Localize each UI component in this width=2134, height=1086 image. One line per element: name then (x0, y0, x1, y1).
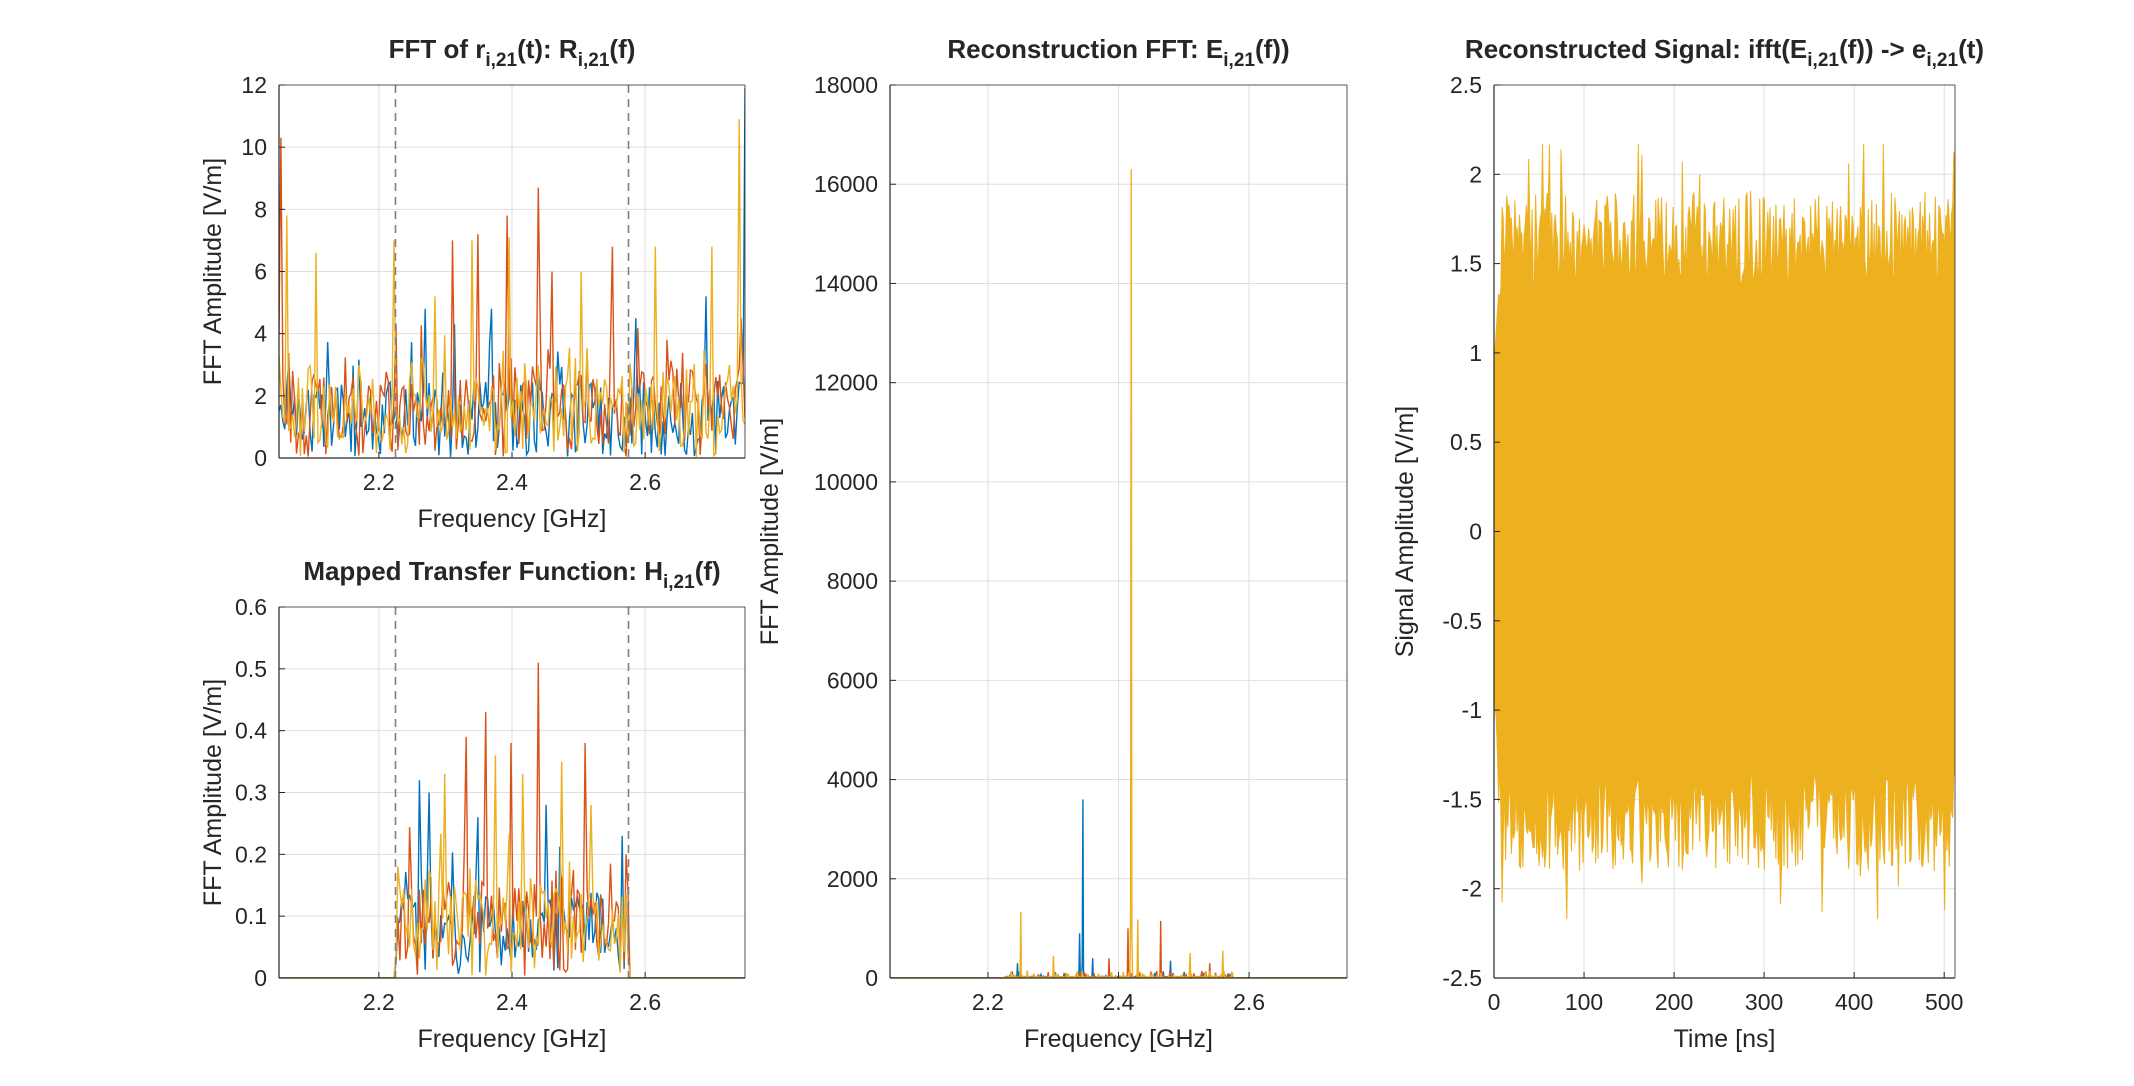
axes-title: Reconstructed Signal: ifft(Ei,21(f)) -> … (1465, 34, 1984, 71)
x-tick-label: 300 (1745, 989, 1783, 1015)
y-tick-label: 4 (254, 321, 267, 347)
series-line-1 (279, 780, 745, 978)
axes-reconstruction-fft: 2.2 2.4 2.6 0 2000 4000 6000 8000 10000 12000 1400… (756, 34, 1348, 1053)
x-axis-label: Frequency [GHz] (1024, 1025, 1213, 1053)
y-axis-label: FFT Amplitude [V/m] (199, 158, 227, 385)
x-tick-label: 2.2 (363, 469, 395, 495)
y-tick-label: 12 (241, 72, 267, 98)
y-tick-label: 0.4 (235, 718, 267, 744)
y-tick-label: 0.6 (235, 594, 267, 620)
y-tick-label: 10 (241, 134, 267, 160)
x-tick-label: 500 (1925, 989, 1963, 1015)
y-tick-label: -1.5 (1442, 786, 1482, 812)
x-axis-label: Frequency [GHz] (418, 1025, 607, 1053)
x-tick-label: 400 (1835, 989, 1873, 1015)
x-axis-label: Frequency [GHz] (418, 505, 607, 533)
y-tick-label: 0.3 (235, 780, 267, 806)
y-axis-label: Signal Amplitude [V/m] (1391, 406, 1419, 658)
y-tick-label: 2.5 (1450, 72, 1482, 98)
x-tick-label: 2.2 (363, 989, 395, 1015)
y-tick-label: 2 (254, 383, 267, 409)
y-tick-label: 0.5 (1450, 429, 1482, 455)
series-line-2 (279, 662, 745, 978)
y-axis-label: FFT Amplitude [V/m] (756, 418, 784, 645)
y-tick-label: 8 (254, 196, 267, 222)
y-tick-label: -2.5 (1442, 965, 1482, 991)
y-tick-label: 2000 (827, 866, 878, 892)
y-tick-label: -2 (1462, 876, 1482, 902)
x-tick-label: 2.6 (1233, 989, 1265, 1015)
y-tick-label: 6000 (827, 667, 878, 693)
axes-title: Reconstruction FFT: Ei,21(f)) (947, 34, 1289, 71)
series-line-3 (279, 119, 745, 457)
axes-transfer-function: 2.2 2.4 2.6 0 0.1 0.2 0.3 0.4 0.5 0.6 Frequency [G… (199, 556, 746, 1053)
y-tick-label: 4000 (827, 767, 878, 793)
y-tick-label: 1.5 (1450, 251, 1482, 277)
y-axis-label: FFT Amplitude [V/m] (199, 679, 227, 906)
y-tick-label: 0 (254, 965, 267, 991)
y-tick-label: 8000 (827, 568, 878, 594)
x-tick-label: 200 (1655, 989, 1693, 1015)
x-tick-label: 2.6 (629, 469, 661, 495)
series-line-2 (279, 137, 745, 457)
x-tick-label: 2.4 (496, 989, 528, 1015)
axes-reconstructed-signal: 0 100 200 300 400 500 -2.5 -2 -1.5 -1 -0.5 0 0.5 1 1.5… (1391, 34, 1984, 1053)
y-tick-label: 14000 (814, 270, 878, 296)
y-tick-label: 0 (1469, 519, 1482, 545)
y-tick-label: 12000 (814, 370, 878, 396)
x-tick-label: 100 (1565, 989, 1603, 1015)
y-tick-label: 0 (254, 445, 267, 471)
y-tick-label: 0.1 (235, 903, 267, 929)
x-tick-label: 2.4 (1103, 989, 1135, 1015)
x-tick-label: 2.6 (629, 989, 661, 1015)
series-line-3 (279, 755, 745, 978)
axes-title: FFT of ri,21(t): Ri,21(f) (389, 34, 636, 71)
x-tick-label: 2.4 (496, 469, 528, 495)
y-tick-label: 18000 (814, 72, 878, 98)
x-tick-label: 2.2 (972, 989, 1004, 1015)
y-tick-label: 6 (254, 259, 267, 285)
y-tick-label: 1 (1469, 340, 1482, 366)
y-tick-label: 0.2 (235, 841, 267, 867)
signal-envelope (1494, 143, 1955, 920)
y-tick-label: 0.5 (235, 656, 267, 682)
y-tick-label: 10000 (814, 469, 878, 495)
x-tick-label: 0 (1488, 989, 1501, 1015)
axes-title: Mapped Transfer Function: Hi,21(f) (303, 556, 720, 593)
y-tick-label: 2 (1469, 161, 1482, 187)
y-tick-label: 16000 (814, 171, 878, 197)
axes-fft-r: 2.2 2.4 2.6 0 2 4 6 8 10 12 Frequency [GHz] FFT Amp… (199, 34, 746, 533)
y-tick-label: -0.5 (1442, 608, 1482, 634)
series-line-1 (279, 88, 745, 458)
y-tick-label: 0 (865, 965, 878, 991)
y-tick-label: -1 (1462, 697, 1482, 723)
x-axis-label: Time [ns] (1674, 1025, 1776, 1053)
